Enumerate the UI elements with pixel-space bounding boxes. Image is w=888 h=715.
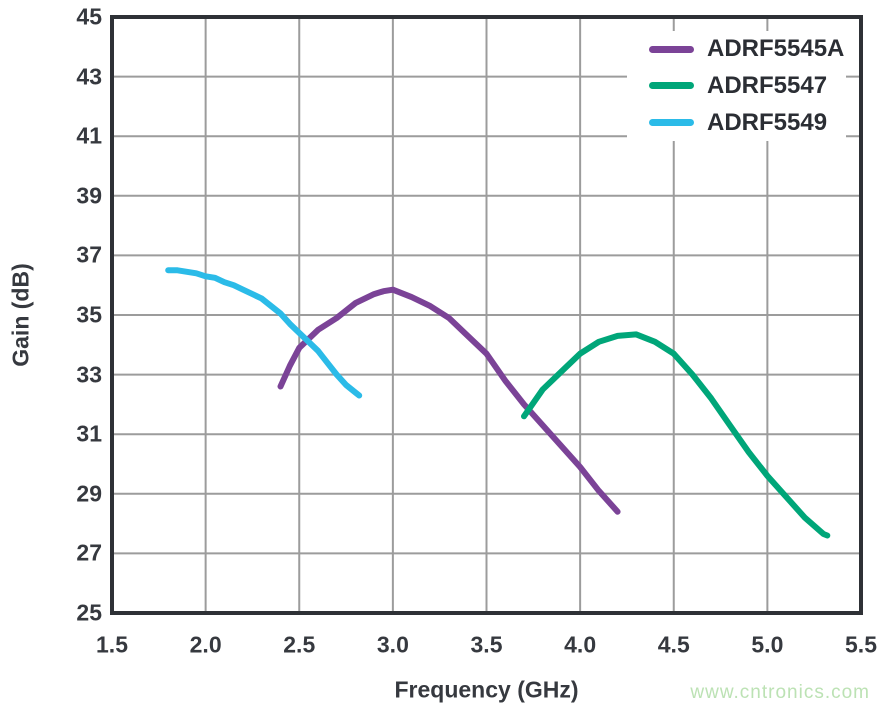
series-line-ADRF5547: [521, 331, 831, 539]
legend-swatch: [649, 45, 694, 53]
x-tick-label: 2.0: [189, 631, 222, 658]
legend-label: ADRF5547: [707, 71, 828, 99]
y-tick-label: 29: [76, 480, 102, 507]
x-tick-label: 4.0: [564, 631, 597, 658]
watermark-text: www.cntronics.com: [690, 682, 870, 703]
y-tick-label: 39: [76, 182, 102, 209]
legend-swatch: [649, 119, 694, 127]
y-tick-label: 45: [76, 3, 102, 30]
y-axis-title: Gain (dB): [7, 263, 34, 367]
x-tick-label: 3.0: [376, 631, 409, 658]
legend-item-ADRF5547: ADRF5547: [627, 71, 846, 99]
x-tick-label: 3.5: [470, 631, 503, 658]
series-line-ADRF5545A: [277, 286, 621, 515]
x-tick-label: 4.5: [657, 631, 690, 658]
y-tick-label: 37: [76, 241, 102, 268]
legend-swatch: [649, 82, 694, 90]
y-tick-label: 33: [76, 361, 102, 388]
x-tick-label: 1.5: [96, 631, 128, 658]
y-tick-label: 35: [76, 301, 102, 328]
x-tick-label: 5.5: [845, 631, 877, 658]
series-line-ADRF5549: [165, 267, 363, 399]
plot-frame: [110, 15, 863, 615]
x-tick-label: 2.5: [283, 631, 316, 658]
legend-item-ADRF5549: ADRF5549: [627, 108, 846, 136]
legend-item-ADRF5545A: ADRF5545A: [627, 37, 846, 61]
x-tick-label: 5.0: [751, 631, 784, 658]
y-tick-label: 31: [76, 420, 102, 447]
y-tick-label: 41: [76, 122, 102, 149]
legend-label: ADRF5545A: [707, 35, 845, 63]
legend: ADRF5545A ADRF5547 ADRF5549: [627, 31, 846, 141]
y-tick-label: 27: [76, 539, 102, 566]
y-tick-label: 25: [76, 599, 102, 626]
x-axis-title: Frequency (GHz): [394, 676, 579, 703]
legend-label: ADRF5549: [707, 108, 828, 136]
y-tick-label: 43: [76, 63, 102, 90]
